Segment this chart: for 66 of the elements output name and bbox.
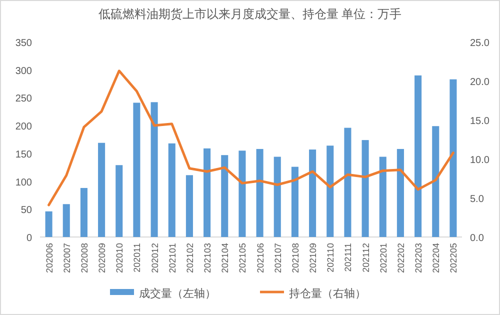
bar: [204, 148, 211, 237]
legend-label: 成交量（左轴）: [139, 287, 216, 300]
x-tick-label: 202201: [378, 243, 388, 274]
y-tick-label: 200: [15, 122, 32, 133]
x-tick-label: 202101: [167, 243, 178, 274]
bar: [150, 102, 158, 237]
x-tick-label: 202203: [414, 243, 424, 274]
bar: [291, 166, 298, 237]
x-tick-label: 202104: [220, 243, 230, 274]
x-tick-label: 202204: [431, 243, 442, 274]
bar: [450, 79, 457, 237]
legend-label: 持仓量（右轴）: [289, 287, 366, 300]
bar: [221, 155, 228, 237]
bar: [62, 204, 70, 237]
x-tick-label: 202202: [396, 243, 406, 274]
y-tick-label: 0: [26, 233, 32, 244]
chart-title: 低硫燃料油期货上市以来月度成交量、持仓量 单位：万手: [98, 7, 402, 21]
bar: [396, 148, 404, 237]
bar: [414, 75, 422, 237]
y-tick-label: 350: [15, 38, 32, 49]
x-tick-label: 202106: [255, 243, 266, 274]
bar: [168, 143, 176, 237]
x-tick-label: 202007: [62, 243, 72, 274]
x-tick-label: 202010: [114, 243, 125, 274]
bar: [326, 146, 334, 237]
bar: [344, 128, 352, 237]
x-tick-label: 202110: [326, 243, 336, 272]
y2-tick-label: 20.0: [470, 77, 490, 88]
x-tick-label: 202111: [343, 243, 354, 272]
bar: [362, 140, 369, 237]
y-tick-label: 300: [15, 66, 32, 77]
y2-tick-label: 5.0: [470, 194, 484, 205]
bar: [80, 188, 88, 237]
y-tick-label: 50: [20, 205, 32, 216]
x-tick-label: 202205: [448, 243, 459, 274]
y2-tick-label: 0.0: [470, 233, 484, 244]
x-tick-label: 202006: [44, 243, 54, 274]
bar: [186, 175, 193, 237]
bar: [274, 156, 281, 237]
bar: [45, 211, 52, 237]
x-tick-label: 202107: [272, 243, 283, 274]
line-series: [48, 70, 454, 206]
bar: [133, 102, 140, 237]
x-tick-label: 202012: [150, 243, 160, 274]
y2-tick-label: 15.0: [470, 116, 490, 127]
x-tick-label: 202105: [238, 243, 248, 274]
y-tick-label: 100: [15, 177, 32, 188]
bar: [432, 126, 440, 237]
x-tick-label: 202102: [184, 243, 195, 274]
x-tick-label: 202009: [97, 243, 108, 274]
x-tick-label: 202103: [202, 243, 213, 274]
x-tick-label: 202108: [290, 243, 300, 274]
bar: [238, 150, 246, 237]
bar: [309, 150, 316, 237]
x-tick-label: 202008: [79, 243, 90, 274]
x-tick-label: 202112: [360, 243, 371, 272]
y2-tick-label: 10.0: [470, 155, 490, 166]
bar: [379, 156, 386, 237]
y2-tick-label: 25.0: [470, 38, 490, 49]
y-tick-label: 250: [15, 94, 32, 105]
bar: [116, 165, 123, 237]
bar: [256, 148, 264, 237]
x-tick-label: 202011: [132, 243, 142, 272]
y-tick-label: 150: [15, 149, 32, 160]
x-tick-label: 202109: [308, 243, 318, 274]
bar: [98, 142, 106, 237]
